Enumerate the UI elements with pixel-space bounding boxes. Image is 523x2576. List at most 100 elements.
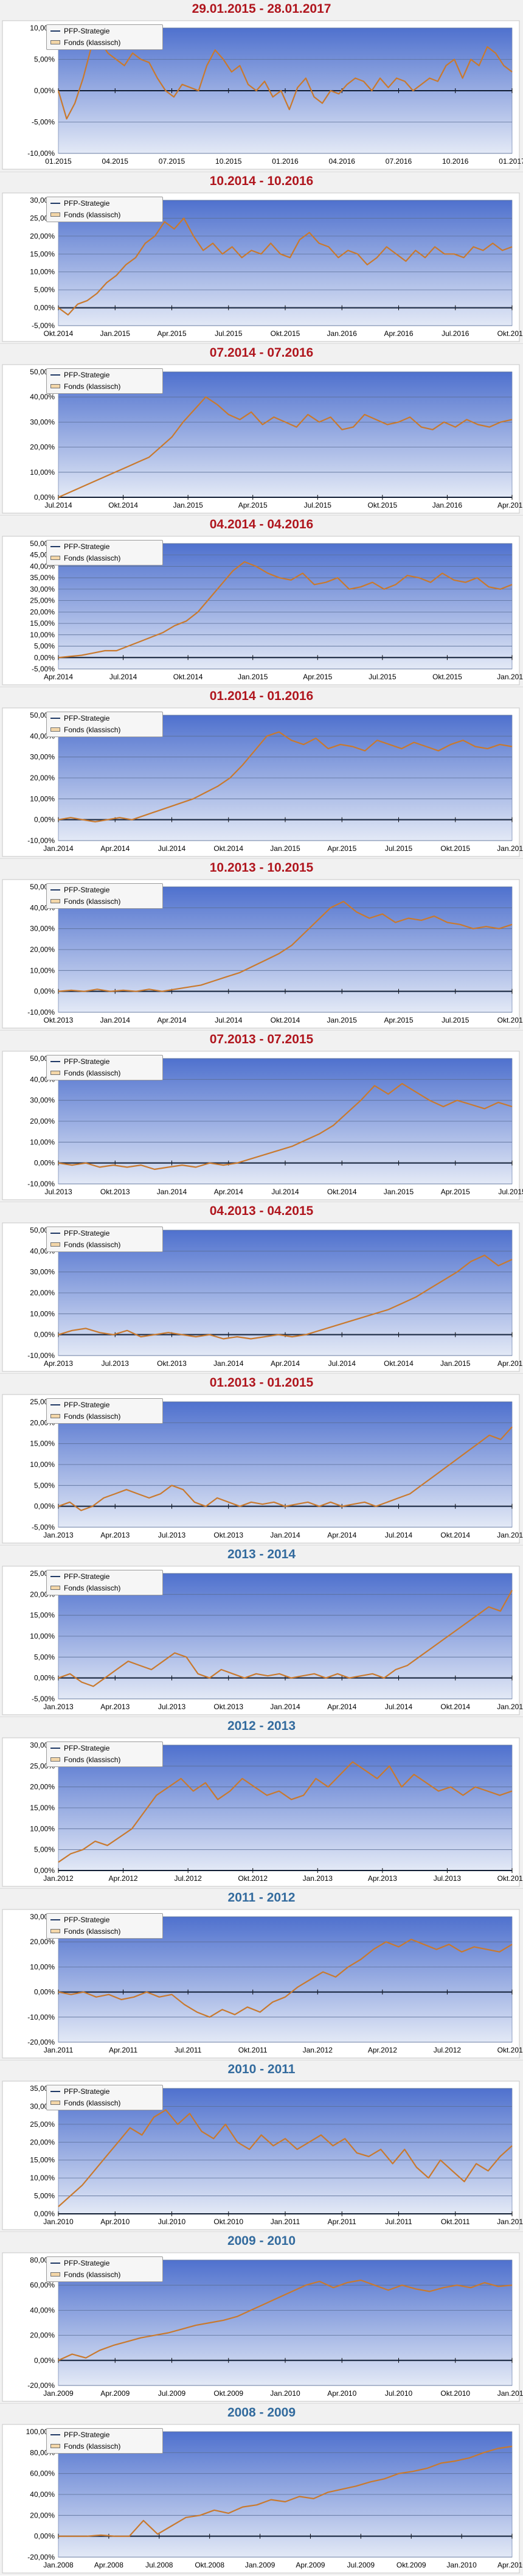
y-tick-label: 30,00% <box>30 925 55 933</box>
y-tick-label: 15,00% <box>30 2156 55 2165</box>
x-tick-label: Apr.2015 <box>157 329 186 338</box>
x-tick-label: Jul.2010 <box>385 2389 413 2398</box>
y-tick-label: 0,00% <box>34 1502 55 1511</box>
x-tick-label: Apr.2016 <box>497 501 523 509</box>
x-tick-label: Okt.2015 <box>440 844 470 853</box>
x-tick-label: Jul.2012 <box>174 1874 202 1883</box>
chart-legend: PFP-Strategie Fonds (klassisch) <box>46 197 163 222</box>
legend-label: Fonds (klassisch) <box>64 553 121 562</box>
y-tick-label: -5,00% <box>32 1523 55 1531</box>
x-tick-label: Jan.2015 <box>100 329 131 338</box>
y-tick-label: 15,00% <box>30 1611 55 1620</box>
y-tick-label: 35,00% <box>30 573 55 582</box>
chart-panel: 2009 - 2010 80,00% 60,00% 40,00% 20,00% 0,00%… <box>0 2231 523 2404</box>
y-tick-label: -20,00% <box>27 2038 55 2046</box>
x-tick-label: Jul.2015 <box>304 501 332 509</box>
legend-item: Fonds (klassisch) <box>47 1239 162 1250</box>
series-line-fonds <box>58 561 513 659</box>
y-tick-label: -10,00% <box>27 1008 55 1017</box>
legend-item: Fonds (klassisch) <box>47 552 162 564</box>
legend-swatch <box>50 727 60 732</box>
y-tick-label: 0,00% <box>34 1988 55 1997</box>
legend-label: Fonds (klassisch) <box>64 2441 121 2451</box>
chart-legend: PFP-Strategie Fonds (klassisch) <box>46 712 163 737</box>
x-tick-label: Jul.2013 <box>158 1703 186 1711</box>
x-tick-label: Okt.2009 <box>213 2389 243 2398</box>
series-line-fonds <box>58 1255 513 1340</box>
x-tick-label: Apr.2014 <box>100 844 130 853</box>
y-tick-label: 60,00% <box>30 2281 55 2289</box>
series-line-fonds <box>58 1589 513 1687</box>
legend-swatch <box>50 1747 60 1749</box>
chart-title: 10.2013 - 10.2015 <box>209 861 314 875</box>
x-tick-label: Jan.2012 <box>43 1874 74 1883</box>
chart-panel: 10.2014 - 10.2016 30,00% 25,00% 20,00% 15,00… <box>0 172 523 344</box>
series-line-fonds <box>58 900 513 992</box>
x-tick-label: Apr.2014 <box>157 1016 186 1024</box>
x-tick-label: Okt.2014 <box>384 1359 414 1368</box>
x-tick-label: 04.2015 <box>102 157 129 166</box>
x-tick-label: Apr.2015 <box>441 1188 470 1196</box>
legend-label: PFP-Strategie <box>64 713 110 723</box>
y-tick-label: 40,00% <box>30 393 55 401</box>
y-tick-label: 0,00% <box>34 86 55 95</box>
chart-panel: 07.2013 - 07.2015 50,00% 40,00% 30,00% 20,00… <box>0 1030 523 1202</box>
series-line-fonds <box>58 1938 513 2018</box>
y-tick-label: 20,00% <box>30 443 55 452</box>
y-tick-label: 40,00% <box>30 2490 55 2499</box>
x-tick-label: Okt.2013 <box>157 1359 187 1368</box>
y-tick-label: 5,00% <box>34 55 55 64</box>
legend-label: Fonds (klassisch) <box>64 2098 121 2107</box>
x-tick-label: Jul.2014 <box>158 844 186 853</box>
legend-swatch <box>50 202 60 204</box>
chart-legend: PFP-Strategie Fonds (klassisch) <box>46 2428 163 2454</box>
y-tick-label: 10,00% <box>30 966 55 975</box>
legend-label: PFP-Strategie <box>64 26 110 35</box>
chart-title: 07.2013 - 07.2015 <box>209 1032 314 1046</box>
y-tick-label: 40,00% <box>30 2306 55 2314</box>
y-tick-label: 10,00% <box>30 1309 55 1318</box>
x-tick-label: Okt.2014 <box>327 1188 357 1196</box>
x-tick-label: 07.2015 <box>159 157 185 166</box>
x-tick-label: 01.2017 <box>499 157 523 166</box>
legend-item: PFP-Strategie <box>47 1399 162 1410</box>
chart-legend: PFP-Strategie Fonds (klassisch) <box>46 883 163 909</box>
chart-panel: 04.2014 - 04.2016 50,00% 45,00% 40,00% 35,00… <box>0 515 523 687</box>
x-tick-label: Apr.2008 <box>94 2561 123 2569</box>
y-tick-label: 10,00% <box>30 1460 55 1469</box>
y-tick-label: -10,00% <box>27 836 55 845</box>
x-tick-label: Apr.2014 <box>327 1531 356 1539</box>
x-tick-label: Jul.2014 <box>385 1703 413 1711</box>
y-tick-label: -20,00% <box>27 2553 55 2561</box>
x-tick-label: Jul.2010 <box>158 2217 186 2226</box>
legend-item: PFP-Strategie <box>47 2429 162 2440</box>
x-tick-label: 01.2015 <box>45 157 72 166</box>
legend-label: PFP-Strategie <box>64 542 110 551</box>
y-tick-label: 10,00% <box>30 1632 55 1640</box>
y-tick-label: 15,00% <box>30 1440 55 1448</box>
y-tick-label: 5,00% <box>34 1846 55 1854</box>
legend-item: PFP-Strategie <box>47 541 162 552</box>
chart-title: 04.2013 - 04.2015 <box>209 1204 314 1218</box>
x-tick-label: Okt.2008 <box>195 2561 224 2569</box>
legend-swatch <box>50 899 60 903</box>
y-tick-label: 20,00% <box>30 1289 55 1297</box>
x-tick-label: Jan.2013 <box>303 1874 333 1883</box>
legend-swatch <box>50 2101 60 2105</box>
x-tick-label: Apr.2010 <box>497 2561 523 2569</box>
x-tick-label: Jan.2009 <box>245 2561 275 2569</box>
legend-item: Fonds (klassisch) <box>47 1067 162 1079</box>
chart-legend: PFP-Strategie Fonds (klassisch) <box>46 1741 163 1767</box>
x-tick-label: Jan.2015 <box>440 1359 471 1368</box>
line-chart: 50,00%40,00%30,00%20,00%10,00%0,00%-10,0… <box>2 1051 523 1200</box>
chart-title: 01.2014 - 01.2016 <box>209 689 314 703</box>
x-tick-label: Okt.2011 <box>238 2046 268 2054</box>
chart-title: 2012 - 2013 <box>227 1719 296 1733</box>
y-tick-label: 20,00% <box>30 1783 55 1791</box>
legend-label: Fonds (klassisch) <box>64 1583 121 1592</box>
x-tick-label: Jul.2012 <box>434 2046 462 2054</box>
series-line-fonds <box>58 1761 513 1863</box>
legend-item: Fonds (klassisch) <box>47 2269 162 2280</box>
legend-item: PFP-Strategie <box>47 2257 162 2269</box>
